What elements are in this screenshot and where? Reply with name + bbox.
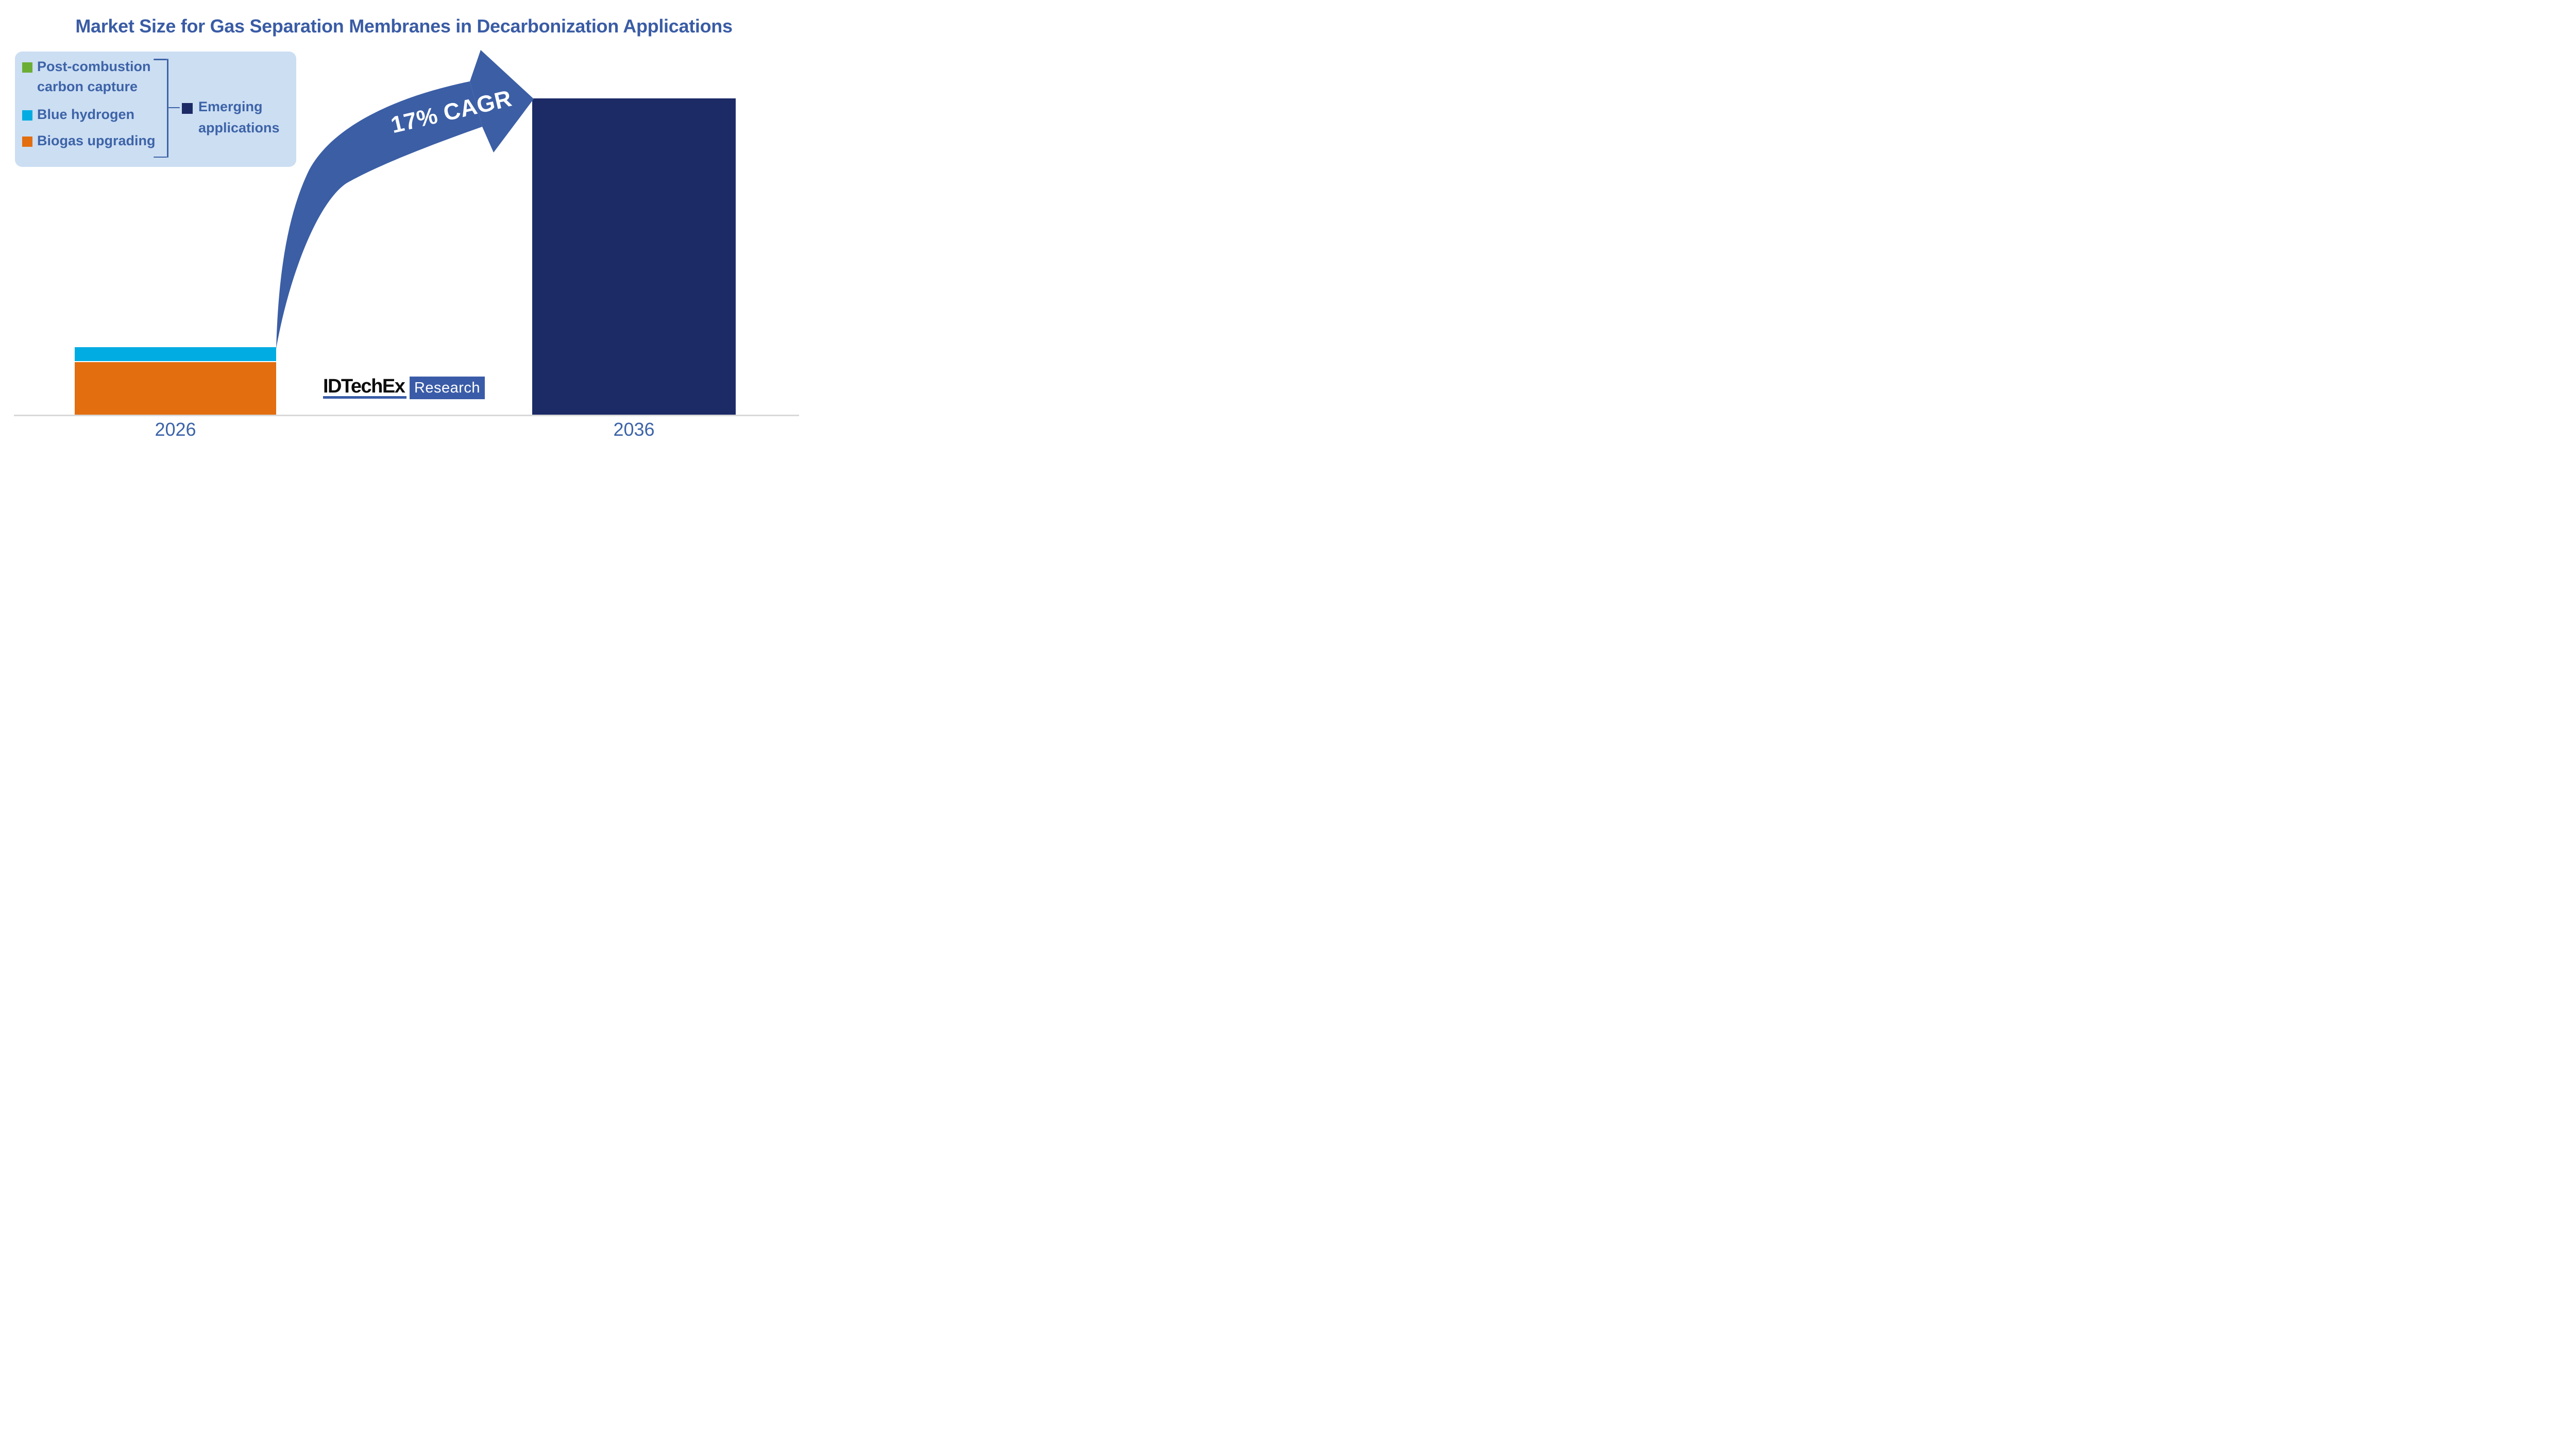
cagr-label: 17% CAGR	[388, 84, 515, 139]
biogas-upgrading-swatch	[22, 137, 32, 147]
bracket-vertical-line	[167, 59, 168, 158]
x-axis-line	[14, 415, 799, 416]
logo-wordmark: IDTechEx	[323, 376, 405, 397]
bar-segment-emerging-applications	[532, 98, 736, 415]
logo-research-box: Research	[410, 377, 485, 399]
logo-research-label: Research	[414, 380, 481, 396]
legend-item-label: Post-combustion	[37, 59, 151, 74]
legend-item-blue-hydrogen: Blue hydrogen	[37, 105, 134, 125]
bracket-connector	[168, 107, 180, 108]
post-combustion-swatch	[22, 62, 32, 73]
legend-item-label: Emerging	[198, 99, 263, 114]
bracket-top-stub	[154, 59, 167, 60]
bar-2036	[532, 98, 736, 415]
legend-item-label: carbon capture	[37, 79, 138, 94]
bracket-bottom-stub	[154, 156, 167, 158]
legend-item-label: applications	[198, 120, 280, 135]
bar-2026	[75, 347, 276, 415]
emerging-applications-swatch	[182, 103, 193, 114]
blue-hydrogen-swatch	[22, 110, 32, 121]
bar-segment-biogas-upgrading	[75, 362, 276, 415]
legend-group-emerging: Emerging applications	[198, 96, 280, 139]
logo-underline	[323, 396, 406, 399]
legend-item-label: Biogas upgrading	[37, 133, 156, 148]
legend-item-label: Blue hydrogen	[37, 107, 135, 122]
legend-item-biogas-upgrading: Biogas upgrading	[37, 131, 156, 151]
legend-panel: Post-combustion carbon capture Blue hydr…	[15, 52, 296, 167]
page-title: Market Size for Gas Separation Membranes…	[75, 15, 733, 37]
x-label-2026: 2026	[155, 419, 196, 440]
legend-item-post-combustion: Post-combustion carbon capture	[37, 57, 151, 97]
bar-segment-blue-hydrogen	[75, 347, 276, 362]
x-label-2036: 2036	[613, 419, 655, 440]
chart-canvas: Market Size for Gas Separation Membranes…	[0, 0, 808, 454]
